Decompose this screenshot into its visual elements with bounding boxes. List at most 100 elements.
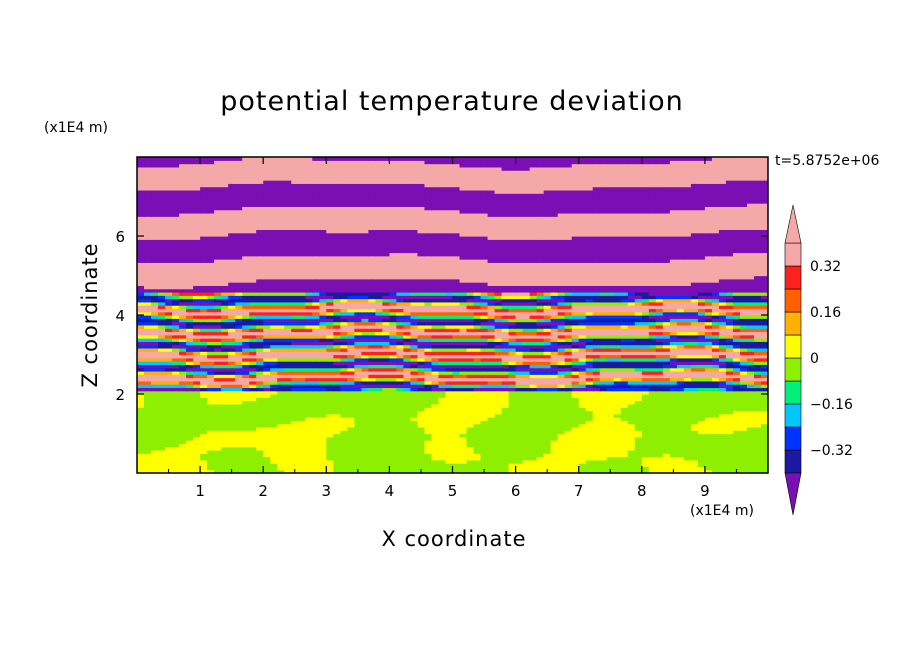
field-cell (725, 440, 734, 444)
field-cell (697, 298, 706, 303)
field-cell (137, 433, 145, 438)
field-cell (277, 410, 285, 415)
field-cell (291, 341, 299, 346)
field-cell (263, 298, 271, 303)
field-cell (235, 357, 243, 362)
field-cell (326, 298, 334, 303)
field-cell (515, 407, 524, 412)
field-cell (662, 308, 671, 313)
field-cell (753, 440, 762, 444)
field-cell (599, 426, 608, 431)
field-cell (249, 288, 257, 293)
field-cell (144, 298, 152, 303)
field-cell (270, 344, 278, 349)
field-cell (291, 430, 299, 435)
field-cell (676, 394, 685, 398)
field-cell (592, 354, 601, 359)
field-cell (529, 417, 538, 421)
field-cell (760, 344, 768, 349)
field-cell (424, 456, 433, 461)
field-cell (473, 433, 482, 438)
field-cell (389, 420, 398, 425)
field-cell (487, 315, 496, 319)
field-cell (235, 469, 243, 473)
field-cell (333, 390, 341, 395)
field-cell (732, 334, 741, 339)
field-cell (200, 367, 208, 372)
field-cell (564, 370, 573, 375)
field-cell (564, 328, 573, 333)
field-cell (228, 354, 236, 359)
field-cell (256, 403, 264, 408)
field-cell (361, 374, 369, 379)
field-cell (445, 351, 454, 356)
field-cell (746, 351, 755, 356)
field-cell (207, 443, 215, 448)
field-cell (375, 410, 383, 415)
field-cell (298, 338, 306, 342)
field-cell (179, 295, 187, 300)
field-cell (291, 394, 299, 398)
field-cell (718, 430, 727, 435)
field-cell (249, 318, 257, 323)
field-cell (571, 394, 580, 398)
field-cell (235, 384, 243, 389)
field-cell (347, 403, 355, 408)
field-cell (501, 364, 510, 369)
field-cell (753, 380, 762, 385)
field-cell (459, 347, 468, 352)
field-cell (326, 440, 334, 444)
field-cell (508, 459, 517, 464)
field-cell (641, 351, 650, 356)
field-cell (417, 456, 426, 461)
field-cell (578, 364, 587, 369)
field-cell (746, 291, 755, 296)
field-cell (242, 318, 250, 323)
field-cell (172, 347, 180, 352)
field-cell (529, 370, 538, 375)
field-cell (494, 334, 503, 339)
field-cell (410, 417, 419, 421)
field-cell (431, 443, 440, 448)
field-cell (354, 380, 362, 385)
field-cell (592, 446, 601, 451)
field-cell (473, 459, 482, 464)
field-cell (207, 370, 215, 375)
field-cell (298, 301, 306, 306)
field-cell (634, 410, 643, 415)
field-cell (319, 394, 327, 398)
field-cell (522, 449, 531, 454)
field-cell (564, 403, 573, 408)
field-cell (571, 354, 580, 359)
field-cell (655, 344, 664, 349)
field-cell (375, 459, 383, 464)
field-cell (333, 466, 341, 471)
field-cell (522, 426, 531, 431)
field-cell (487, 354, 496, 359)
field-cell (585, 466, 594, 471)
field-cell (634, 357, 643, 362)
field-cell (256, 433, 264, 438)
field-cell (508, 318, 517, 323)
field-cell (312, 380, 320, 385)
field-cell (501, 305, 510, 310)
field-cell (403, 463, 412, 468)
field-cell (382, 384, 390, 389)
field-cell (494, 321, 503, 326)
field-cell (739, 433, 748, 438)
field-cell (158, 426, 166, 431)
field-cell (305, 417, 313, 421)
field-cell (326, 328, 334, 333)
field-cell (760, 423, 768, 428)
field-cell (494, 377, 503, 382)
field-cell (585, 407, 594, 412)
field-cell (704, 315, 713, 319)
field-cell (193, 361, 201, 365)
field-cell (410, 291, 419, 296)
field-cell (151, 449, 159, 454)
field-cell (270, 367, 278, 372)
field-cell (634, 367, 643, 372)
field-cell (228, 370, 236, 375)
field-cell (627, 400, 636, 405)
field-cell (522, 456, 531, 461)
